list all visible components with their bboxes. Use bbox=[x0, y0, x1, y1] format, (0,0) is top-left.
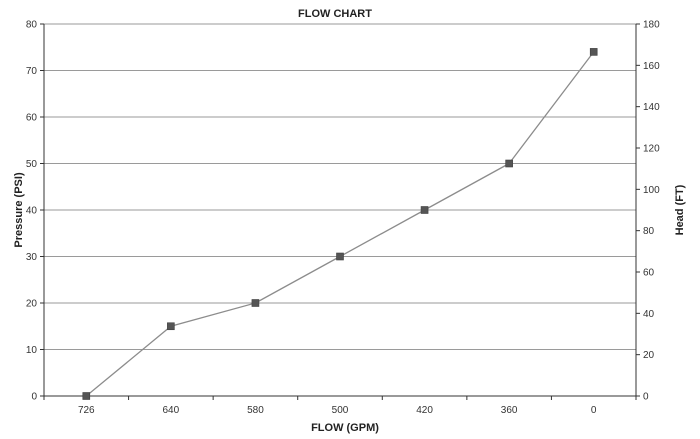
x-tick-label: 726 bbox=[78, 405, 95, 416]
gridlines bbox=[44, 23, 636, 350]
y-tick-label-right: 60 bbox=[643, 268, 655, 279]
y-tick-label-right: 120 bbox=[643, 144, 660, 155]
y-tick-label-right: 100 bbox=[643, 185, 660, 196]
data-point-marker bbox=[505, 159, 513, 168]
data-point-marker bbox=[251, 299, 260, 307]
x-tick-label: 500 bbox=[332, 405, 349, 416]
data-point-marker bbox=[167, 322, 175, 331]
chart-title: FLOW CHART bbox=[298, 8, 372, 20]
y-tick-label-left: 0 bbox=[31, 392, 37, 403]
y-axis-label-right: Head (FT) bbox=[674, 184, 686, 235]
series-line-group bbox=[82, 48, 598, 400]
y-axis-label-left: Pressure (PSI) bbox=[13, 172, 25, 248]
x-tick-label: 420 bbox=[416, 405, 433, 416]
data-point-marker bbox=[336, 252, 344, 261]
data-point-marker bbox=[589, 48, 598, 56]
data-point-marker bbox=[420, 206, 429, 214]
x-tick-label: 0 bbox=[591, 405, 597, 416]
y-tick-label-right: 180 bbox=[643, 20, 660, 31]
y-tick-label-left: 30 bbox=[26, 252, 38, 263]
x-tick-label: 360 bbox=[501, 405, 518, 416]
x-tick-label: 580 bbox=[247, 405, 264, 416]
y-tick-label-right: 20 bbox=[643, 350, 655, 361]
y-tick-label-right: 160 bbox=[643, 61, 660, 72]
y-tick-label-right: 0 bbox=[643, 392, 649, 403]
y-tick-label-left: 80 bbox=[26, 20, 38, 31]
y-tick-label-right: 40 bbox=[643, 309, 655, 320]
y-tick-label-left: 60 bbox=[26, 113, 38, 124]
axes: 0 10 20 30 40 50 60 70 80 0 20 40 60 80 100 120 140 160 18… bbox=[26, 20, 660, 417]
data-point-marker bbox=[82, 392, 91, 400]
y-tick-label-left: 20 bbox=[26, 299, 38, 310]
x-axis-label: FLOW (GPM) bbox=[311, 422, 379, 434]
y-tick-label-right: 140 bbox=[643, 102, 660, 113]
y-tick-label-left: 10 bbox=[26, 345, 38, 356]
y-tick-label-left: 50 bbox=[26, 159, 38, 170]
series-line bbox=[85, 51, 595, 397]
y-tick-label-left: 40 bbox=[26, 206, 38, 217]
x-tick-label: 640 bbox=[163, 405, 180, 416]
y-tick-label-right: 80 bbox=[643, 226, 655, 237]
y-tick-label-left: 70 bbox=[26, 66, 38, 77]
